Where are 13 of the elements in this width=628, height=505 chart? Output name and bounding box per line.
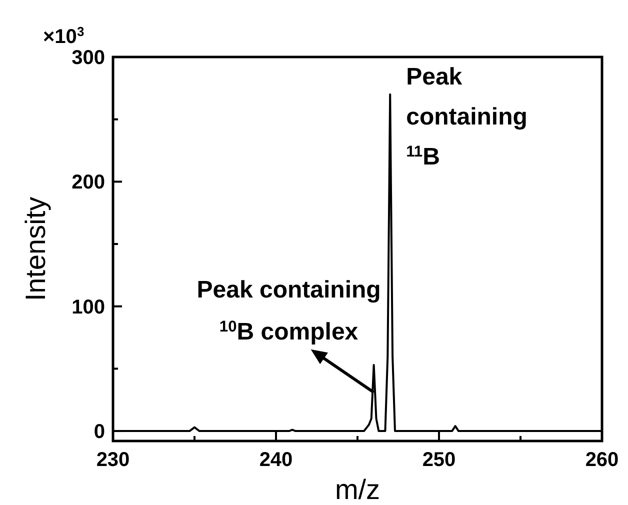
y-tick-label: 200 bbox=[72, 172, 105, 194]
x-tick-label: 250 bbox=[422, 449, 456, 471]
y-tick-label: 0 bbox=[94, 421, 105, 444]
x-axis-title: m/z bbox=[334, 474, 380, 505]
y-tick-label: 300 bbox=[72, 47, 105, 69]
x-tick-label: 230 bbox=[96, 449, 130, 471]
x-tick-label: 240 bbox=[259, 449, 293, 471]
text: ×10$^{3}$ bbox=[43, 24, 84, 48]
y-axis-title: Intensity bbox=[20, 196, 51, 302]
x-tick-label: 260 bbox=[585, 449, 619, 471]
annotation: Peak containing $^{11}$B bbox=[406, 63, 528, 170]
y-tick-label: 100 bbox=[72, 296, 105, 318]
annotation: Peak containing $^{10}$B complex bbox=[196, 276, 381, 346]
